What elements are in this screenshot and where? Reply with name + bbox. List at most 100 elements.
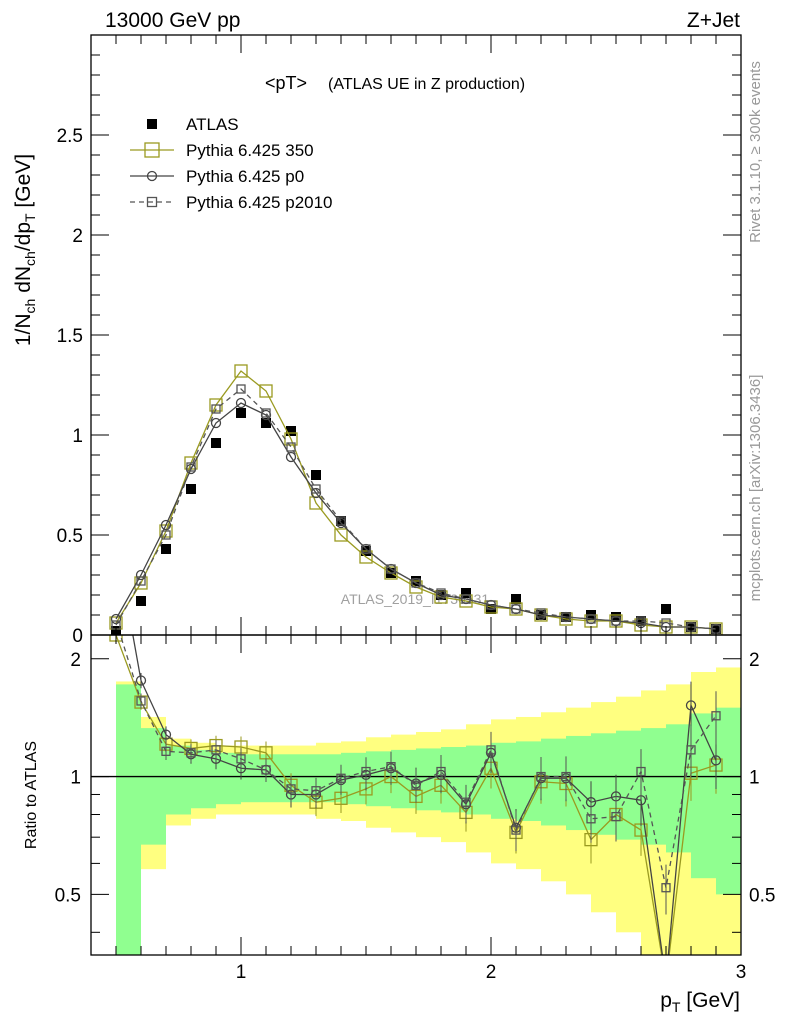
mc-marker [336, 516, 346, 526]
mc-marker [285, 451, 297, 463]
green-band-bin [116, 684, 141, 955]
mc-marker [186, 462, 196, 472]
axes: 0 0.5 1 1.5 2 2.5 1 2 3 0.5 0.5 1 1 2 2 [55, 34, 775, 983]
mc-marker [311, 484, 321, 494]
mc-marker [436, 588, 446, 598]
header-process-label: Z+Jet [687, 9, 740, 32]
data-marker [511, 594, 521, 604]
mc-marker [661, 883, 671, 893]
mc-marker [586, 814, 596, 824]
mc-marker [146, 170, 158, 182]
x-axis-label: pT [GeV] [660, 989, 740, 1015]
mcplots-label: mcplots.cern.ch [arXiv:1306.3436] [747, 375, 764, 602]
data-marker [286, 426, 296, 436]
mc-marker [511, 604, 521, 614]
mc-marker [586, 614, 596, 624]
mc-marker [286, 784, 296, 794]
mc-marker [461, 594, 471, 604]
mc-marker [261, 408, 271, 418]
mc-marker [561, 771, 571, 782]
green-band-bin [266, 754, 291, 803]
mc-marker [411, 578, 421, 588]
mc-marker [685, 700, 697, 711]
mc-marker [336, 773, 346, 783]
green-band-bin [616, 730, 641, 840]
mc-marker [136, 576, 146, 586]
mc-marker [186, 748, 196, 758]
x-tick-label: 2 [486, 962, 497, 983]
legend-label: ATLAS [186, 115, 239, 134]
mc-marker [286, 442, 296, 452]
mc-marker [135, 675, 147, 686]
green-band-bin [716, 707, 741, 895]
legend-label: Pythia 6.425 350 [186, 141, 314, 160]
top-y-axis-label: 1/Nch dNch/dpT [GeV] [12, 154, 38, 346]
ratio-y-tick-label-left: 0.5 [55, 885, 81, 906]
series-pythia-6-425-p2010 [111, 384, 721, 634]
data-marker [311, 470, 321, 480]
mc-marker [359, 550, 373, 564]
x-tick-label: 3 [736, 962, 747, 983]
mc-marker [436, 766, 446, 777]
mc-marker [146, 196, 158, 208]
header-energy-label: 13000 GeV pp [105, 9, 240, 32]
legend-label: Pythia 6.425 p0 [186, 167, 304, 186]
ratio-y-axis-label: Ratio to ATLAS [23, 741, 40, 849]
mc-marker [636, 616, 646, 626]
mc-marker [361, 766, 371, 777]
top-y-tick-label: 0.5 [57, 526, 83, 547]
mc-marker [411, 780, 421, 790]
mc-marker [234, 364, 248, 378]
data-marker [661, 604, 671, 614]
ratio-y-tick-label-left: 2 [70, 650, 81, 671]
ratio-series-pythia-6-425-p2010 [119, 635, 721, 915]
top-y-tick-label: 0 [72, 626, 83, 647]
analysis-watermark: ATLAS_2019_I1736531 [341, 591, 490, 607]
main-title: <pT> [265, 73, 307, 93]
mc-marker [311, 786, 321, 796]
mc-marker [511, 825, 521, 835]
main-subtitle: (ATLAS UE in Z production) [328, 76, 525, 93]
ratio-y-tick-label-right: 2 [749, 650, 760, 671]
mc-marker [236, 754, 246, 764]
green-band-bin [691, 713, 716, 879]
mc-marker [710, 755, 722, 766]
data-marker [136, 596, 146, 606]
mc-marker [509, 602, 523, 616]
mc-marker [486, 745, 496, 755]
mc-marker [361, 544, 371, 554]
mc-marker [211, 745, 221, 755]
mc-marker [409, 580, 423, 594]
top-y-tick-label: 2 [72, 226, 83, 247]
data-marker [186, 484, 196, 494]
mc-marker [261, 765, 271, 775]
ratio-y-tick-label-right: 0.5 [749, 885, 775, 906]
series-line [115, 388, 717, 630]
mc-marker [235, 397, 247, 409]
mc-marker [660, 975, 672, 987]
mc-marker [161, 746, 171, 756]
mc-marker [144, 142, 160, 158]
data-marker [461, 588, 471, 598]
top-y-tick-label: 1.5 [57, 326, 83, 347]
mc-marker [160, 519, 172, 531]
mc-marker [686, 745, 696, 755]
legend-entry: Pythia 6.425 p0 [130, 167, 304, 186]
mc-marker [711, 711, 721, 721]
top-y-tick-label: 1 [72, 426, 83, 447]
legend-entry: Pythia 6.425 350 [130, 141, 314, 160]
mc-marker [211, 404, 221, 414]
data-marker [147, 119, 157, 129]
mc-marker [386, 762, 396, 772]
ratio-y-tick-label-right: 1 [749, 768, 760, 789]
legend-entry: Pythia 6.425 p2010 [130, 193, 333, 212]
mc-marker [461, 797, 471, 807]
data-marker [636, 616, 646, 626]
green-band-bin [141, 728, 166, 845]
mc-marker [611, 616, 621, 626]
data-marker [211, 438, 221, 448]
legend-entry: ATLAS [147, 115, 239, 134]
mc-marker [135, 569, 147, 581]
legend-label: Pythia 6.425 p2010 [186, 193, 333, 212]
mc-marker [536, 608, 546, 618]
